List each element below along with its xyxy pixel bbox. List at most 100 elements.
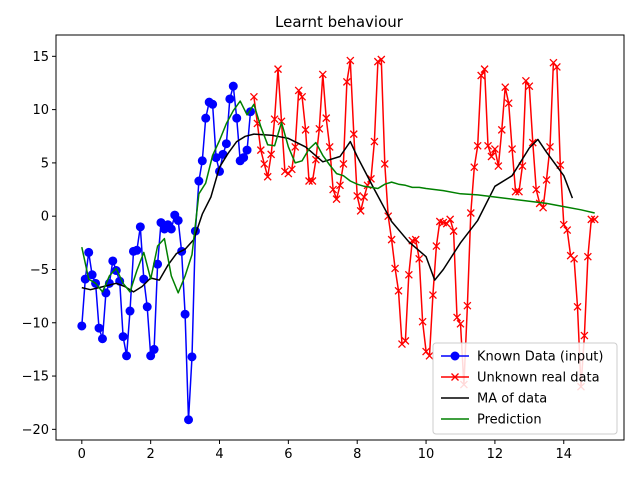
series-0-point-47 — [239, 153, 249, 163]
series-1-point-85 — [542, 175, 551, 184]
series-1-point-20 — [318, 70, 327, 79]
series-1-point-52 — [428, 291, 437, 300]
series-1-point-77 — [515, 187, 523, 196]
series-1-point-57 — [446, 215, 455, 224]
series-1-point-67 — [480, 65, 489, 74]
series-1-point-30 — [353, 191, 362, 200]
series-1-point-16 — [305, 177, 313, 185]
series-1-point-17 — [308, 177, 317, 185]
series-0-point-45 — [232, 113, 242, 123]
x-tick-label-7: 14 — [555, 447, 572, 462]
series-1-point-60 — [456, 319, 465, 328]
series-0-point-32 — [187, 352, 197, 362]
series-1-point-88 — [552, 63, 561, 71]
y-tick-label-3: −5 — [30, 263, 49, 278]
series-1-point-93 — [570, 254, 579, 263]
series-1-point-68 — [484, 141, 492, 150]
series-1-point-31 — [356, 206, 365, 215]
series-1-point-45 — [404, 270, 413, 279]
series-0-point-3 — [87, 270, 97, 280]
x-tick-label-0: 0 — [78, 447, 86, 462]
x-tick-label-6: 12 — [487, 447, 504, 462]
series-1-point-94 — [573, 302, 582, 311]
series-0-point-5 — [94, 323, 104, 333]
series-2 — [81, 133, 574, 293]
series-1-point-48 — [415, 254, 424, 263]
series-1-point-59 — [453, 313, 462, 322]
legend-marker-0 — [450, 351, 460, 361]
series-1-point-75 — [508, 145, 517, 153]
series-1-point-74 — [504, 99, 513, 108]
series-1-point-23 — [329, 185, 338, 194]
series-1-point-47 — [411, 235, 420, 244]
series-1-point-62 — [463, 301, 472, 310]
series-1-point-69 — [487, 152, 496, 161]
series-0-point-13 — [122, 351, 132, 361]
series-1-point-2 — [256, 146, 265, 155]
series-1-point-98 — [587, 215, 596, 224]
series-1-point-42 — [394, 286, 403, 295]
series-1-point-97 — [583, 252, 592, 261]
series-1-point-44 — [401, 336, 410, 345]
y-tick-label-4: 0 — [41, 210, 49, 225]
series-1-point-71 — [494, 162, 503, 171]
series-1-point-84 — [539, 203, 548, 212]
legend-marker-1 — [451, 373, 459, 381]
series-1-line — [253, 58, 595, 388]
series-1-point-34 — [367, 174, 375, 183]
series-1-point-80 — [525, 82, 534, 91]
series-0-point-26 — [166, 224, 176, 234]
series-1-point-72 — [497, 125, 506, 134]
series-1-point-82 — [532, 185, 541, 194]
series-1-point-81 — [528, 138, 537, 147]
axis-ticks: 0 2 4 6 8 10 12 14 −20 −15 −10 −5 0 5 10 15 — [22, 50, 572, 462]
series-0-point-16 — [132, 245, 142, 255]
series-1-point-3 — [260, 160, 269, 168]
x-tick-label-1: 2 — [147, 447, 155, 462]
series-0-point-38 — [208, 99, 218, 109]
series-0-point-44 — [228, 81, 238, 91]
series-0-point-7 — [101, 288, 111, 298]
legend-label-1: Unknown real data — [477, 371, 600, 386]
y-tick-label-6: 10 — [32, 103, 49, 118]
series-1-point-12 — [291, 142, 300, 151]
series-1-point-65 — [473, 141, 482, 150]
x-tick-label-2: 4 — [215, 447, 223, 462]
series-1-point-4 — [263, 172, 272, 181]
series-0-point-36 — [201, 113, 211, 123]
series-1-point-35 — [370, 137, 379, 146]
series-0-point-14 — [125, 306, 135, 316]
y-tick-label-0: −20 — [22, 423, 49, 438]
series-1-point-76 — [511, 187, 520, 196]
series-0-point-43 — [225, 94, 235, 104]
series-1-point-26 — [339, 160, 348, 168]
series-1-point-38 — [380, 160, 389, 168]
legend-box — [432, 342, 618, 435]
series-1-point-51 — [425, 351, 434, 360]
series-0-point-21 — [149, 344, 159, 354]
series-0-point-28 — [173, 215, 183, 225]
series-1-point-13 — [294, 86, 303, 95]
series-1-point-41 — [391, 264, 400, 273]
series-0-point-35 — [197, 156, 207, 166]
x-tick-label-5: 10 — [418, 447, 435, 462]
series-1-point-90 — [559, 220, 568, 229]
series-3-line — [81, 100, 595, 294]
series-0-point-18 — [139, 274, 149, 284]
series-1-point-0 — [249, 92, 258, 101]
series-1-point-8 — [277, 117, 286, 126]
y-tick-label-7: 15 — [32, 50, 49, 65]
series-1-point-29 — [349, 130, 358, 139]
series-1-point-70 — [490, 145, 499, 153]
series-1-point-28 — [346, 56, 355, 65]
plot-area — [77, 55, 599, 425]
series-0-point-9 — [108, 256, 118, 266]
series-1-point-96 — [580, 331, 589, 340]
series-1-point-25 — [336, 181, 344, 190]
series-0-point-30 — [180, 309, 190, 319]
series-0-point-12 — [118, 332, 128, 342]
series-1-point-14 — [298, 92, 307, 101]
series-0-point-48 — [242, 145, 252, 155]
series-1-point-66 — [477, 71, 486, 80]
